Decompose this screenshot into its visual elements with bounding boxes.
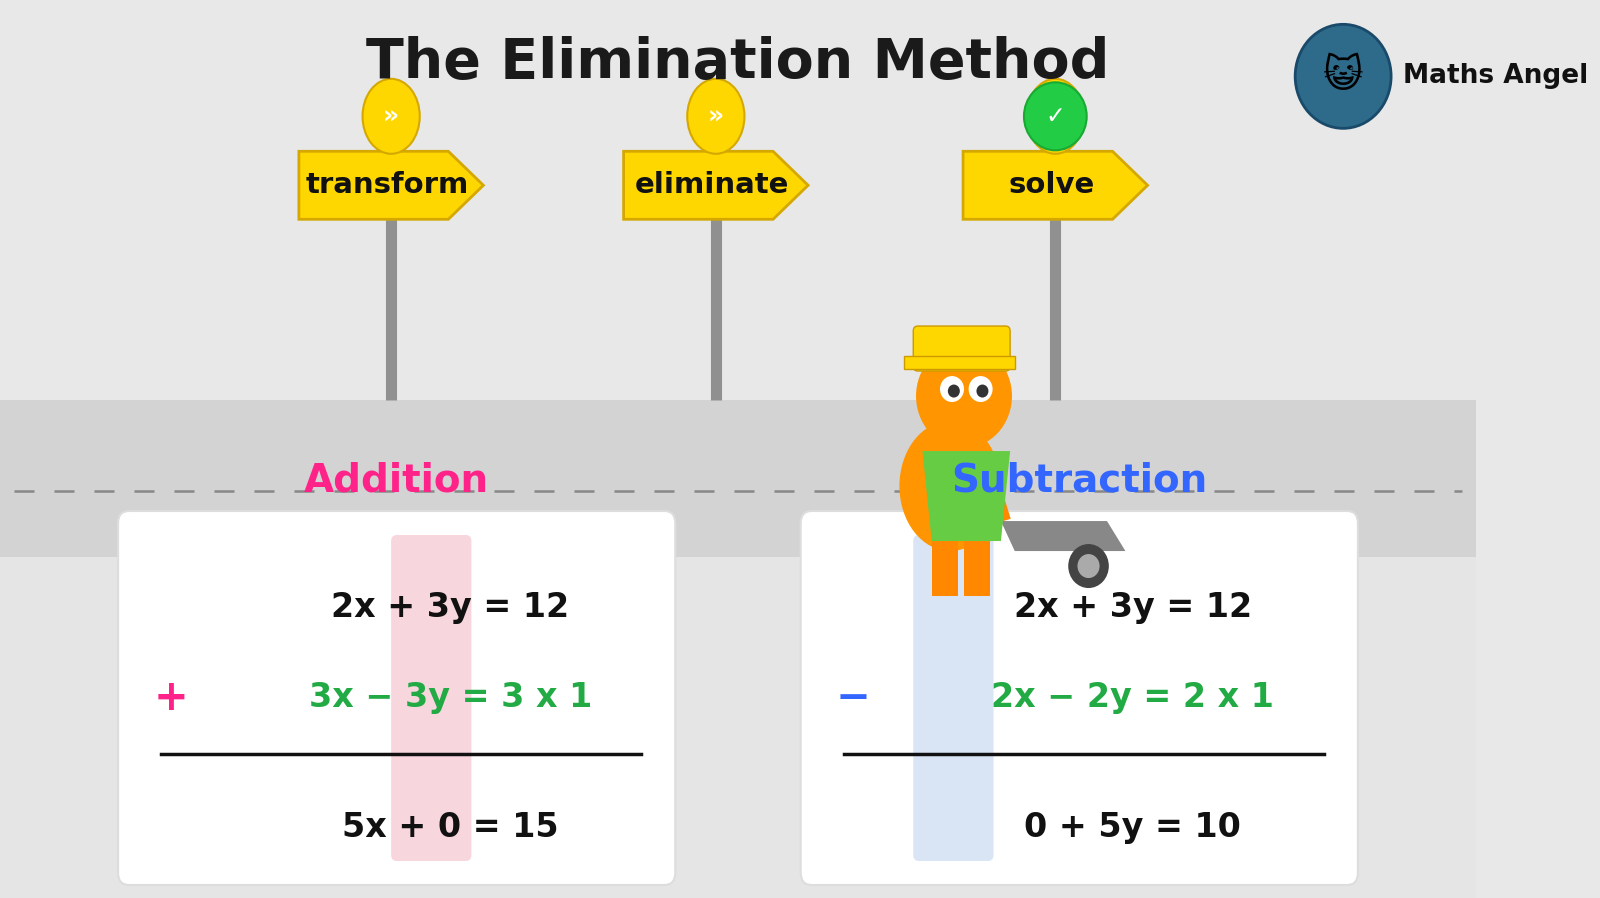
Text: Addition: Addition	[304, 462, 490, 500]
Text: 5x + 0 = 15: 5x + 0 = 15	[342, 811, 558, 844]
Text: »: »	[382, 104, 398, 128]
Text: eliminate: eliminate	[635, 172, 789, 199]
FancyBboxPatch shape	[0, 0, 1475, 521]
Text: 2x − 2y = 2 x 1: 2x − 2y = 2 x 1	[992, 682, 1274, 715]
Circle shape	[1077, 554, 1099, 578]
FancyBboxPatch shape	[914, 326, 1010, 371]
Text: 2x + 3y = 12: 2x + 3y = 12	[331, 591, 570, 623]
Polygon shape	[624, 151, 808, 219]
Text: −: −	[835, 677, 870, 719]
Text: ✓: ✓	[1045, 104, 1066, 128]
Ellipse shape	[688, 79, 744, 154]
Text: 0 + 5y = 10: 0 + 5y = 10	[1024, 811, 1242, 844]
Bar	[931, 536, 957, 596]
FancyBboxPatch shape	[914, 535, 994, 861]
Bar	[963, 536, 990, 596]
Circle shape	[917, 344, 1011, 448]
Polygon shape	[923, 451, 1010, 541]
Polygon shape	[1002, 521, 1125, 551]
Text: solve: solve	[1008, 172, 1094, 199]
Ellipse shape	[899, 421, 1002, 551]
Ellipse shape	[363, 79, 419, 154]
Circle shape	[1294, 24, 1390, 128]
FancyBboxPatch shape	[118, 511, 675, 885]
FancyBboxPatch shape	[800, 511, 1358, 885]
Circle shape	[941, 376, 963, 402]
Text: 3x − 3y = 3 x 1: 3x − 3y = 3 x 1	[309, 682, 592, 715]
Polygon shape	[299, 151, 483, 219]
Circle shape	[1069, 544, 1109, 588]
Text: 2x + 3y = 12: 2x + 3y = 12	[1014, 591, 1251, 623]
Circle shape	[947, 384, 960, 398]
Circle shape	[1024, 83, 1086, 150]
Text: »: »	[707, 104, 723, 128]
Polygon shape	[963, 151, 1147, 219]
Text: 😺: 😺	[1323, 57, 1363, 95]
Bar	[0, 400, 1475, 557]
Bar	[0, 557, 1475, 898]
Text: Maths Angel: Maths Angel	[1403, 64, 1589, 89]
Text: The Elimination Method: The Elimination Method	[366, 36, 1110, 90]
Ellipse shape	[1027, 79, 1083, 154]
Circle shape	[976, 384, 989, 398]
Text: transform: transform	[306, 172, 469, 199]
Circle shape	[968, 376, 992, 402]
FancyBboxPatch shape	[390, 535, 472, 861]
Text: Subtraction: Subtraction	[950, 462, 1208, 500]
Text: +: +	[154, 677, 189, 719]
Bar	[904, 356, 1014, 369]
